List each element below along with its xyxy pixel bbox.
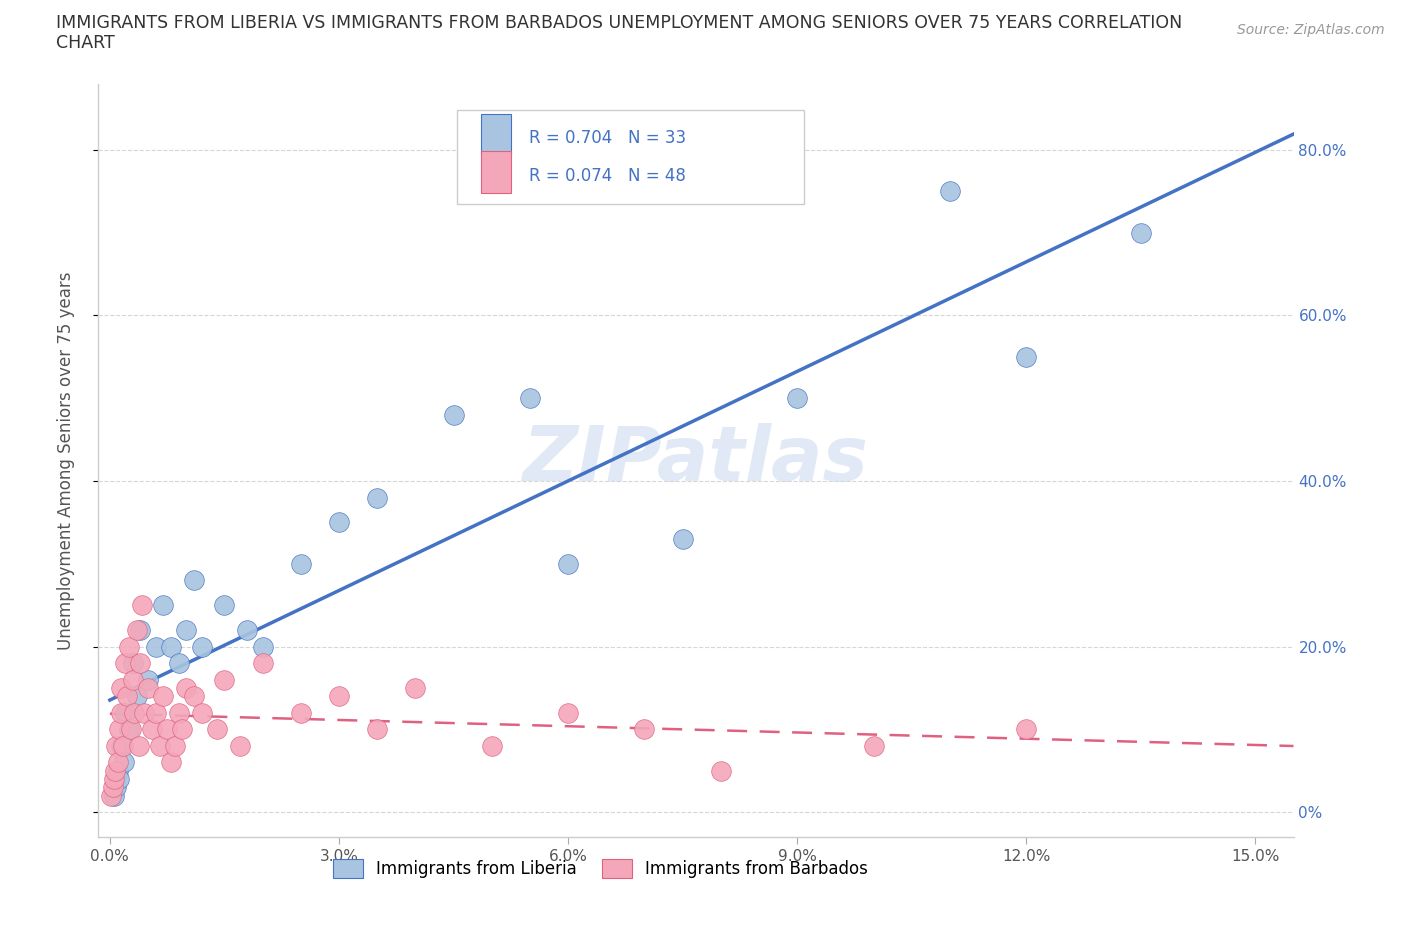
Text: Source: ZipAtlas.com: Source: ZipAtlas.com <box>1237 23 1385 37</box>
Point <box>136 681 159 696</box>
Point <box>148 738 170 753</box>
Point <box>214 598 236 613</box>
Point <box>183 573 205 588</box>
Point <box>131 598 153 613</box>
Point <box>939 184 962 199</box>
Point <box>110 681 132 696</box>
Point <box>120 722 142 737</box>
Point <box>129 656 152 671</box>
Point <box>125 689 148 704</box>
Point <box>103 772 125 787</box>
Point <box>124 705 146 720</box>
Point <box>114 705 136 720</box>
Point <box>108 772 131 787</box>
Point <box>115 689 138 704</box>
Point <box>236 622 259 637</box>
Point <box>128 738 150 753</box>
Point <box>183 689 205 704</box>
FancyBboxPatch shape <box>457 110 804 205</box>
Point <box>129 622 152 637</box>
Point <box>328 515 350 530</box>
Point <box>145 639 167 654</box>
Point <box>167 705 190 720</box>
Point <box>190 705 212 720</box>
Point <box>1015 350 1038 365</box>
Point <box>104 738 127 753</box>
Point <box>160 755 183 770</box>
Point <box>118 722 141 737</box>
Point <box>1129 225 1152 240</box>
Point <box>160 639 183 654</box>
Point <box>404 681 426 696</box>
Point <box>366 490 388 505</box>
Point <box>152 598 174 613</box>
Point <box>290 556 312 571</box>
Point <box>710 764 733 778</box>
Point <box>110 705 132 720</box>
Point <box>100 788 122 803</box>
Point <box>671 532 693 547</box>
Point <box>141 722 163 737</box>
Point <box>172 722 194 737</box>
Point <box>118 639 141 654</box>
Point <box>111 738 134 753</box>
FancyBboxPatch shape <box>481 113 510 155</box>
Text: R = 0.074   N = 48: R = 0.074 N = 48 <box>529 166 686 184</box>
Point <box>125 622 148 637</box>
Point <box>107 755 129 770</box>
Point <box>481 738 503 753</box>
Point <box>862 738 884 753</box>
Point <box>121 672 143 687</box>
Point <box>156 722 179 737</box>
Point <box>443 407 465 422</box>
Y-axis label: Unemployment Among Seniors over 75 years: Unemployment Among Seniors over 75 years <box>56 272 75 649</box>
Text: CHART: CHART <box>56 34 115 52</box>
Point <box>136 672 159 687</box>
Point <box>104 780 127 795</box>
Point <box>121 656 143 671</box>
Point <box>174 622 197 637</box>
Point <box>107 764 129 778</box>
Point <box>134 705 156 720</box>
Point <box>174 681 197 696</box>
Point <box>366 722 388 737</box>
Point <box>252 639 274 654</box>
Point <box>112 755 135 770</box>
Point <box>214 672 236 687</box>
Point <box>104 764 127 778</box>
Point <box>152 689 174 704</box>
Point <box>519 391 541 405</box>
Point <box>205 722 228 737</box>
Legend: Immigrants from Liberia, Immigrants from Barbados: Immigrants from Liberia, Immigrants from… <box>326 853 875 885</box>
Point <box>252 656 274 671</box>
Point <box>163 738 186 753</box>
Point <box>167 656 190 671</box>
Point <box>114 656 136 671</box>
Text: ZIPatlas: ZIPatlas <box>523 423 869 498</box>
Point <box>145 705 167 720</box>
Point <box>103 788 125 803</box>
Point <box>557 556 579 571</box>
Point <box>786 391 808 405</box>
Point <box>328 689 350 704</box>
Point <box>108 722 131 737</box>
Text: IMMIGRANTS FROM LIBERIA VS IMMIGRANTS FROM BARBADOS UNEMPLOYMENT AMONG SENIORS O: IMMIGRANTS FROM LIBERIA VS IMMIGRANTS FR… <box>56 14 1182 32</box>
Point <box>110 738 132 753</box>
Point <box>633 722 655 737</box>
Point <box>190 639 212 654</box>
Point <box>557 705 579 720</box>
Point <box>1015 722 1038 737</box>
Point <box>228 738 250 753</box>
Point <box>101 780 124 795</box>
FancyBboxPatch shape <box>481 152 510 193</box>
Point <box>290 705 312 720</box>
Text: R = 0.704   N = 33: R = 0.704 N = 33 <box>529 129 686 147</box>
